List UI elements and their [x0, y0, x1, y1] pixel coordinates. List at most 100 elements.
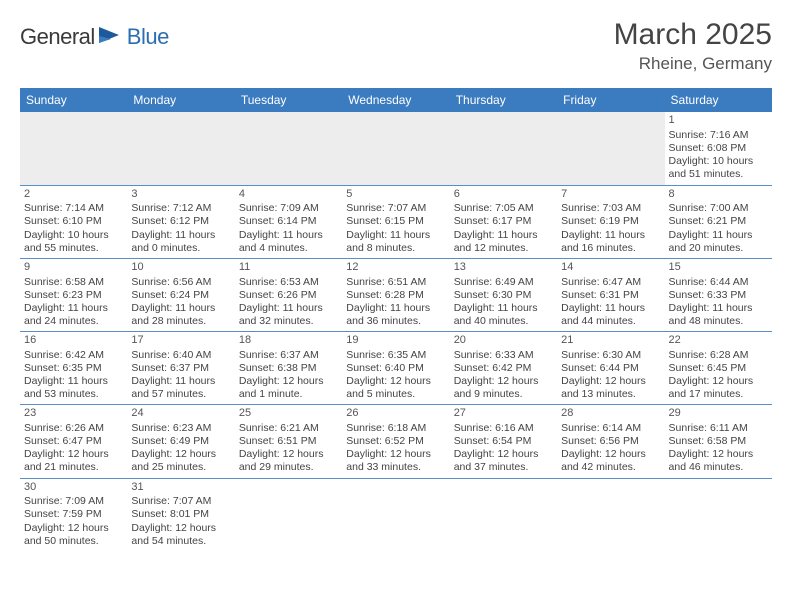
daylight-text: Daylight: 11 hours and 12 minutes. [454, 229, 553, 255]
sunset-text: Sunset: 6:23 PM [24, 289, 123, 302]
calendar-day-cell [127, 112, 234, 185]
calendar-week-row: 2Sunrise: 7:14 AMSunset: 6:10 PMDaylight… [20, 185, 772, 258]
calendar-day-cell: 9Sunrise: 6:58 AMSunset: 6:23 PMDaylight… [20, 258, 127, 331]
daylight-text: Daylight: 11 hours and 57 minutes. [131, 375, 230, 401]
day-number: 10 [131, 261, 230, 275]
sunrise-text: Sunrise: 6:49 AM [454, 276, 553, 289]
day-number: 22 [669, 334, 768, 348]
daylight-text: Daylight: 11 hours and 24 minutes. [24, 302, 123, 328]
calendar-day-cell [342, 112, 449, 185]
daylight-text: Daylight: 12 hours and 54 minutes. [131, 522, 230, 548]
sunset-text: Sunset: 6:24 PM [131, 289, 230, 302]
day-number: 29 [669, 407, 768, 421]
daylight-text: Daylight: 11 hours and 48 minutes. [669, 302, 768, 328]
sunset-text: Sunset: 6:17 PM [454, 215, 553, 228]
calendar-table: Sunday Monday Tuesday Wednesday Thursday… [20, 88, 772, 551]
day-number: 17 [131, 334, 230, 348]
day-number: 9 [24, 261, 123, 275]
daylight-text: Daylight: 12 hours and 5 minutes. [346, 375, 445, 401]
sunset-text: Sunset: 6:31 PM [561, 289, 660, 302]
sunset-text: Sunset: 6:40 PM [346, 362, 445, 375]
daylight-text: Daylight: 11 hours and 0 minutes. [131, 229, 230, 255]
calendar-day-cell: 2Sunrise: 7:14 AMSunset: 6:10 PMDaylight… [20, 185, 127, 258]
day-header: Wednesday [342, 88, 449, 112]
sunset-text: Sunset: 6:47 PM [24, 435, 123, 448]
sunrise-text: Sunrise: 7:07 AM [346, 202, 445, 215]
sunrise-text: Sunrise: 6:51 AM [346, 276, 445, 289]
day-number: 25 [239, 407, 338, 421]
sunrise-text: Sunrise: 6:14 AM [561, 422, 660, 435]
day-number: 21 [561, 334, 660, 348]
daylight-text: Daylight: 12 hours and 25 minutes. [131, 448, 230, 474]
day-number: 19 [346, 334, 445, 348]
month-title: March 2025 [614, 18, 772, 52]
calendar-day-cell: 5Sunrise: 7:07 AMSunset: 6:15 PMDaylight… [342, 185, 449, 258]
daylight-text: Daylight: 11 hours and 36 minutes. [346, 302, 445, 328]
sunrise-text: Sunrise: 6:23 AM [131, 422, 230, 435]
calendar-day-cell: 27Sunrise: 6:16 AMSunset: 6:54 PMDayligh… [450, 405, 557, 478]
calendar-body: 1Sunrise: 7:16 AMSunset: 6:08 PMDaylight… [20, 112, 772, 551]
location-label: Rheine, Germany [614, 54, 772, 74]
page-header: General Blue March 2025 Rheine, Germany [20, 18, 772, 74]
sunrise-text: Sunrise: 7:07 AM [131, 495, 230, 508]
day-number: 24 [131, 407, 230, 421]
day-number: 6 [454, 188, 553, 202]
calendar-week-row: 9Sunrise: 6:58 AMSunset: 6:23 PMDaylight… [20, 258, 772, 331]
daylight-text: Daylight: 10 hours and 51 minutes. [669, 155, 768, 181]
day-number: 18 [239, 334, 338, 348]
calendar-day-cell: 25Sunrise: 6:21 AMSunset: 6:51 PMDayligh… [235, 405, 342, 478]
sunset-text: Sunset: 6:15 PM [346, 215, 445, 228]
day-number: 2 [24, 188, 123, 202]
sunrise-text: Sunrise: 6:53 AM [239, 276, 338, 289]
daylight-text: Daylight: 12 hours and 1 minute. [239, 375, 338, 401]
sunrise-text: Sunrise: 6:18 AM [346, 422, 445, 435]
sunset-text: Sunset: 6:08 PM [669, 142, 768, 155]
sunrise-text: Sunrise: 6:37 AM [239, 349, 338, 362]
sunset-text: Sunset: 6:12 PM [131, 215, 230, 228]
calendar-day-cell: 1Sunrise: 7:16 AMSunset: 6:08 PMDaylight… [665, 112, 772, 185]
calendar-day-cell: 26Sunrise: 6:18 AMSunset: 6:52 PMDayligh… [342, 405, 449, 478]
day-number: 7 [561, 188, 660, 202]
day-number: 13 [454, 261, 553, 275]
calendar-week-row: 1Sunrise: 7:16 AMSunset: 6:08 PMDaylight… [20, 112, 772, 185]
calendar-day-cell: 28Sunrise: 6:14 AMSunset: 6:56 PMDayligh… [557, 405, 664, 478]
sunset-text: Sunset: 6:52 PM [346, 435, 445, 448]
daylight-text: Daylight: 12 hours and 37 minutes. [454, 448, 553, 474]
daylight-text: Daylight: 11 hours and 32 minutes. [239, 302, 338, 328]
calendar-day-cell: 17Sunrise: 6:40 AMSunset: 6:37 PMDayligh… [127, 332, 234, 405]
sunrise-text: Sunrise: 6:42 AM [24, 349, 123, 362]
daylight-text: Daylight: 12 hours and 50 minutes. [24, 522, 123, 548]
calendar-day-cell: 14Sunrise: 6:47 AMSunset: 6:31 PMDayligh… [557, 258, 664, 331]
daylight-text: Daylight: 11 hours and 4 minutes. [239, 229, 338, 255]
daylight-text: Daylight: 12 hours and 46 minutes. [669, 448, 768, 474]
sunrise-text: Sunrise: 6:26 AM [24, 422, 123, 435]
sunset-text: Sunset: 6:14 PM [239, 215, 338, 228]
sunset-text: Sunset: 6:10 PM [24, 215, 123, 228]
day-number: 8 [669, 188, 768, 202]
calendar-day-cell: 23Sunrise: 6:26 AMSunset: 6:47 PMDayligh… [20, 405, 127, 478]
sunrise-text: Sunrise: 7:03 AM [561, 202, 660, 215]
sunset-text: Sunset: 6:42 PM [454, 362, 553, 375]
sunrise-text: Sunrise: 6:33 AM [454, 349, 553, 362]
daylight-text: Daylight: 12 hours and 42 minutes. [561, 448, 660, 474]
daylight-text: Daylight: 11 hours and 53 minutes. [24, 375, 123, 401]
daylight-text: Daylight: 10 hours and 55 minutes. [24, 229, 123, 255]
sunrise-text: Sunrise: 6:35 AM [346, 349, 445, 362]
sunset-text: Sunset: 6:49 PM [131, 435, 230, 448]
day-header: Tuesday [235, 88, 342, 112]
sunrise-text: Sunrise: 7:05 AM [454, 202, 553, 215]
calendar-day-cell [557, 478, 664, 551]
calendar-day-cell: 4Sunrise: 7:09 AMSunset: 6:14 PMDaylight… [235, 185, 342, 258]
sunrise-text: Sunrise: 6:58 AM [24, 276, 123, 289]
sunset-text: Sunset: 6:51 PM [239, 435, 338, 448]
day-number: 5 [346, 188, 445, 202]
sunset-text: Sunset: 6:19 PM [561, 215, 660, 228]
calendar-day-cell: 10Sunrise: 6:56 AMSunset: 6:24 PMDayligh… [127, 258, 234, 331]
sunrise-text: Sunrise: 6:11 AM [669, 422, 768, 435]
day-header-row: Sunday Monday Tuesday Wednesday Thursday… [20, 88, 772, 112]
daylight-text: Daylight: 12 hours and 21 minutes. [24, 448, 123, 474]
day-number: 12 [346, 261, 445, 275]
calendar-week-row: 16Sunrise: 6:42 AMSunset: 6:35 PMDayligh… [20, 332, 772, 405]
calendar-day-cell: 11Sunrise: 6:53 AMSunset: 6:26 PMDayligh… [235, 258, 342, 331]
day-number: 15 [669, 261, 768, 275]
